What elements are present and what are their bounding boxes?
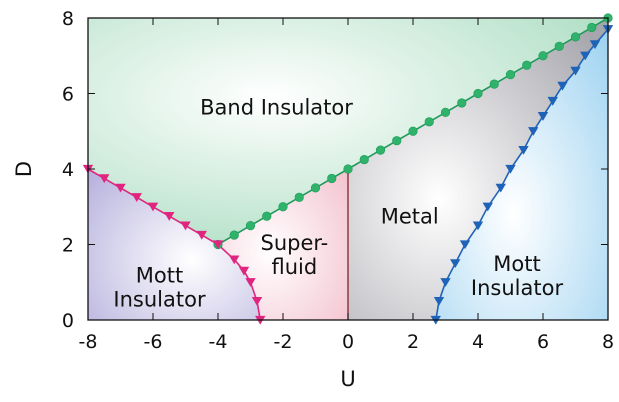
mott-right-point xyxy=(580,51,591,61)
y-tick-label: 2 xyxy=(62,235,74,257)
band-boundary-point xyxy=(262,211,272,221)
band-boundary-point xyxy=(570,32,581,42)
band-boundary-point xyxy=(359,154,369,165)
band-boundary-point xyxy=(310,183,321,193)
band-boundary-point xyxy=(554,41,564,51)
region-labels: Band Insulator Mott Insulator Super-fluid Me… xyxy=(113,95,563,311)
mott-right-point xyxy=(459,240,471,250)
mott-left-point xyxy=(196,230,207,240)
band-boundary-point xyxy=(440,107,451,117)
band-boundary-point xyxy=(538,51,548,61)
x-tick-label: 0 xyxy=(342,331,354,353)
mott-left-point xyxy=(164,212,175,221)
region-label: Metal xyxy=(381,205,439,229)
region-label: Band Insulator xyxy=(200,95,353,119)
region-label: Mott Insulator xyxy=(113,263,206,311)
x-tick-label: 2 xyxy=(407,331,419,353)
mott-right-point xyxy=(518,145,529,155)
y-axis-label: D xyxy=(12,161,36,177)
band-boundary-point xyxy=(424,117,434,127)
mott-left-point xyxy=(245,278,256,287)
x-tick-label: -4 xyxy=(209,331,228,353)
x-tick-label: 6 xyxy=(537,331,549,353)
mott-left-point xyxy=(180,221,191,231)
band-boundary-point xyxy=(473,88,483,99)
y-tick-label: 0 xyxy=(62,310,74,332)
boundary-markers xyxy=(82,13,614,325)
mott-right-point xyxy=(440,278,451,287)
band-boundary-point xyxy=(489,79,499,89)
band-boundary-point xyxy=(392,136,402,146)
mott-left-point xyxy=(251,296,263,306)
band-boundary-point xyxy=(278,202,288,212)
region-label: Super-fluid xyxy=(260,231,328,279)
mott-right-point xyxy=(505,164,516,174)
band-boundary-point xyxy=(294,192,304,202)
metal-region xyxy=(348,18,608,320)
band-boundary-point xyxy=(408,126,418,136)
mott-right-point xyxy=(472,221,484,231)
mott-insulator-right-region xyxy=(435,18,608,320)
mott-left-point xyxy=(147,202,159,212)
mott-right-point xyxy=(537,111,549,121)
mott-left-point xyxy=(212,240,224,250)
mott-left-point xyxy=(229,255,240,265)
band-boundary-point xyxy=(375,145,386,155)
x-tick-label: -8 xyxy=(79,331,98,353)
mott-left-point xyxy=(115,183,126,193)
band-boundary-point xyxy=(522,60,532,70)
mott-left-point xyxy=(131,193,142,202)
mott-right-point xyxy=(589,40,601,50)
mott-right-point xyxy=(482,202,493,212)
mott-insulator-left-region xyxy=(88,169,261,320)
phase-regions xyxy=(88,18,608,320)
x-axis-label: U xyxy=(340,367,355,391)
x-tick-label: 8 xyxy=(602,331,614,353)
mott-right-point xyxy=(547,96,558,106)
y-tick-label: 4 xyxy=(62,159,74,181)
mott-left-point xyxy=(99,174,110,184)
band-insulator-region xyxy=(88,18,608,245)
y-tick-label: 6 xyxy=(62,84,74,106)
band-boundary-point xyxy=(343,164,353,174)
band-boundary-point xyxy=(245,221,256,231)
band-boundary-point xyxy=(505,70,516,80)
band-boundary-point xyxy=(327,173,337,184)
region-label: Mott Insulator xyxy=(471,252,564,300)
mott-right-point xyxy=(557,81,568,91)
axis-ticks: -8 -6 -4 -2 0 2 4 6 8 0 2 4 6 8 xyxy=(62,8,614,353)
mott-right-point xyxy=(570,66,581,76)
mott-right-point xyxy=(495,183,506,193)
x-tick-label: 4 xyxy=(472,331,484,353)
y-tick-label: 8 xyxy=(62,8,74,30)
mott-right-point xyxy=(450,259,461,269)
mott-right-point xyxy=(528,127,539,136)
x-tick-label: -2 xyxy=(274,331,293,353)
mott-right-point xyxy=(433,296,445,306)
band-boundary-point xyxy=(587,22,597,33)
band-boundary-point xyxy=(229,230,239,240)
x-tick-label: -6 xyxy=(144,331,163,353)
band-boundary-point xyxy=(457,98,467,108)
mott-left-point xyxy=(238,266,250,276)
